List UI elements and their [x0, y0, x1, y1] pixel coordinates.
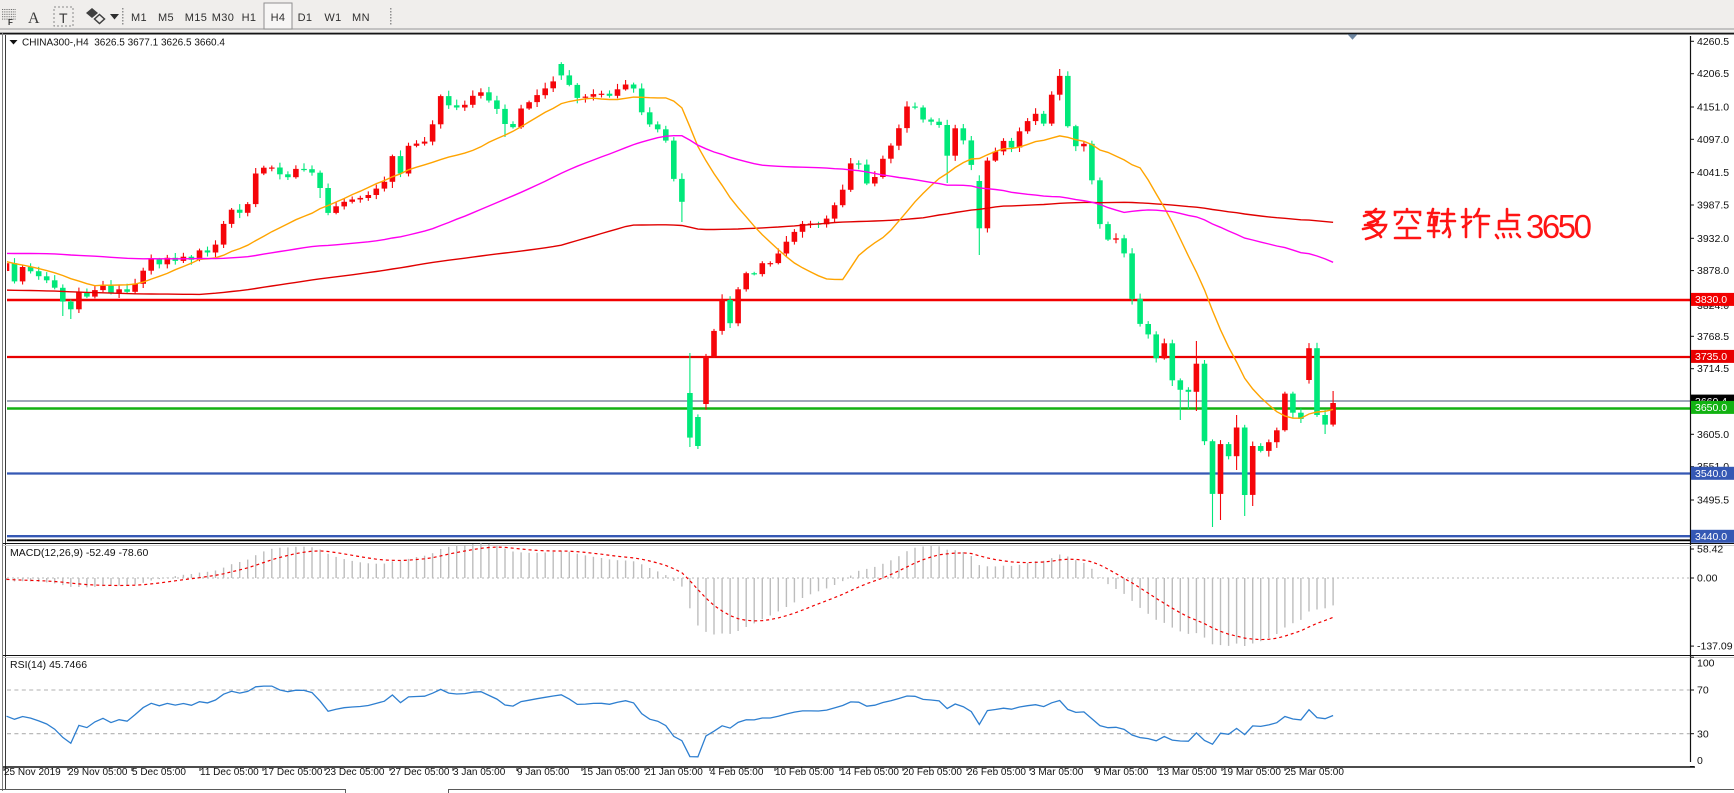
- svg-text:11 Dec 05:00: 11 Dec 05:00: [200, 767, 259, 778]
- svg-text:19 Mar 05:00: 19 Mar 05:00: [1222, 767, 1281, 778]
- svg-text:25 Nov 2019: 25 Nov 2019: [4, 767, 61, 778]
- svg-text:3650.0: 3650.0: [1695, 402, 1727, 414]
- svg-text:3768.5: 3768.5: [1697, 331, 1729, 343]
- svg-text:70: 70: [1697, 685, 1709, 697]
- svg-text:M15: M15: [185, 12, 208, 24]
- svg-text:3540.0: 3540.0: [1695, 468, 1727, 480]
- svg-text:23 Dec 05:00: 23 Dec 05:00: [325, 767, 385, 778]
- svg-text:3987.5: 3987.5: [1697, 200, 1729, 212]
- svg-text:30: 30: [1697, 728, 1709, 740]
- svg-text:MN: MN: [352, 12, 370, 24]
- svg-text:3495.5: 3495.5: [1697, 495, 1729, 507]
- svg-text:4151.0: 4151.0: [1697, 102, 1729, 114]
- svg-text:9 Mar 05:00: 9 Mar 05:00: [1095, 767, 1149, 778]
- svg-text:15 Jan 05:00: 15 Jan 05:00: [582, 767, 640, 778]
- svg-text:0.00: 0.00: [1697, 573, 1718, 585]
- svg-text:T: T: [59, 10, 68, 26]
- svg-text:13 Mar 05:00: 13 Mar 05:00: [1158, 767, 1217, 778]
- svg-text:H1: H1: [242, 12, 257, 24]
- svg-text:4 Feb 05:00: 4 Feb 05:00: [710, 767, 764, 778]
- svg-text:3650: 3650: [1526, 208, 1592, 245]
- svg-text:D1: D1: [298, 12, 313, 24]
- svg-text:H4: H4: [271, 12, 286, 24]
- svg-text:4041.5: 4041.5: [1697, 167, 1729, 179]
- svg-text:21 Jan 05:00: 21 Jan 05:00: [645, 767, 703, 778]
- svg-text:29 Nov 05:00: 29 Nov 05:00: [68, 767, 128, 778]
- svg-text:14 Feb 05:00: 14 Feb 05:00: [840, 767, 899, 778]
- svg-text:-137.09: -137.09: [1697, 641, 1733, 653]
- svg-text:0: 0: [1697, 755, 1703, 767]
- svg-text:M1: M1: [131, 12, 147, 24]
- svg-text:CHINA300-,H4 3626.5 3677.1 36: CHINA300-,H4 3626.5 3677.1 3626.5 3660.4: [22, 38, 225, 49]
- svg-text:4206.5: 4206.5: [1697, 68, 1729, 80]
- svg-text:A: A: [28, 10, 40, 27]
- svg-text:25 Mar 05:00: 25 Mar 05:00: [1285, 767, 1344, 778]
- svg-text:3 Jan 05:00: 3 Jan 05:00: [453, 767, 506, 778]
- svg-text:3878.0: 3878.0: [1697, 265, 1729, 277]
- svg-text:17 Dec 05:00: 17 Dec 05:00: [263, 767, 323, 778]
- svg-text:4260.5: 4260.5: [1697, 36, 1729, 48]
- svg-text:M30: M30: [212, 12, 235, 24]
- svg-text:W1: W1: [324, 12, 341, 24]
- svg-text:RSI(14) 45.7466: RSI(14) 45.7466: [10, 659, 87, 671]
- svg-text:27 Dec 05:00: 27 Dec 05:00: [390, 767, 450, 778]
- svg-text:3932.0: 3932.0: [1697, 233, 1729, 245]
- svg-text:F: F: [8, 18, 13, 27]
- svg-text:58.42: 58.42: [1697, 544, 1723, 556]
- svg-text:20 Feb 05:00: 20 Feb 05:00: [903, 767, 962, 778]
- svg-text:100: 100: [1697, 658, 1715, 670]
- svg-text:M5: M5: [158, 12, 174, 24]
- svg-text:MACD(12,26,9) -52.49 -78.60: MACD(12,26,9) -52.49 -78.60: [10, 547, 148, 559]
- svg-text:9 Jan 05:00: 9 Jan 05:00: [517, 767, 570, 778]
- svg-text:4097.0: 4097.0: [1697, 134, 1729, 146]
- svg-text:5 Dec 05:00: 5 Dec 05:00: [132, 767, 186, 778]
- svg-text:26 Feb 05:00: 26 Feb 05:00: [967, 767, 1026, 778]
- svg-text:3440.0: 3440.0: [1695, 531, 1727, 543]
- svg-text:3714.5: 3714.5: [1697, 363, 1729, 375]
- svg-text:3830.0: 3830.0: [1695, 294, 1727, 306]
- svg-text:3735.0: 3735.0: [1695, 351, 1727, 363]
- svg-text:3605.0: 3605.0: [1697, 429, 1729, 441]
- svg-text:10 Feb 05:00: 10 Feb 05:00: [775, 767, 834, 778]
- svg-text:3 Mar 05:00: 3 Mar 05:00: [1030, 767, 1084, 778]
